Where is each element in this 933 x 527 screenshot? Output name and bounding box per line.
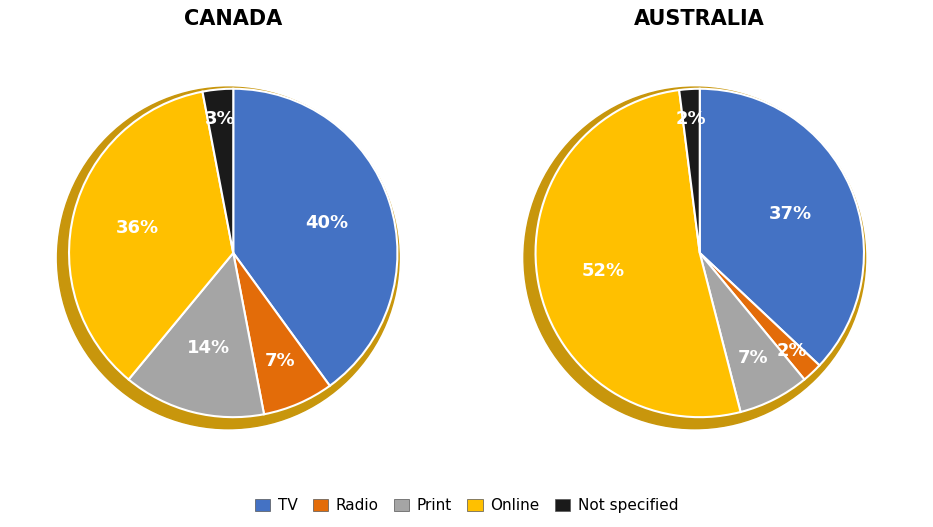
- Text: 52%: 52%: [581, 262, 624, 280]
- Wedge shape: [129, 253, 264, 417]
- Wedge shape: [536, 90, 741, 417]
- Text: 7%: 7%: [265, 353, 296, 370]
- Wedge shape: [700, 253, 819, 379]
- Wedge shape: [679, 89, 700, 253]
- Wedge shape: [202, 89, 233, 253]
- Title: CANADA: CANADA: [184, 9, 283, 30]
- Text: 7%: 7%: [738, 349, 769, 367]
- Text: 14%: 14%: [188, 339, 230, 357]
- Wedge shape: [233, 253, 329, 414]
- Text: 36%: 36%: [117, 219, 160, 238]
- Wedge shape: [700, 89, 864, 365]
- Text: 2%: 2%: [776, 342, 807, 360]
- Wedge shape: [700, 253, 804, 412]
- Wedge shape: [233, 89, 397, 386]
- Wedge shape: [69, 92, 233, 379]
- Circle shape: [58, 87, 399, 428]
- Text: 2%: 2%: [676, 110, 706, 128]
- Circle shape: [524, 87, 866, 428]
- Text: 37%: 37%: [769, 205, 812, 223]
- Legend: TV, Radio, Print, Online, Not specified: TV, Radio, Print, Online, Not specified: [249, 492, 684, 520]
- Title: AUSTRALIA: AUSTRALIA: [634, 9, 765, 30]
- Text: 40%: 40%: [305, 213, 349, 231]
- Text: 3%: 3%: [205, 110, 236, 128]
